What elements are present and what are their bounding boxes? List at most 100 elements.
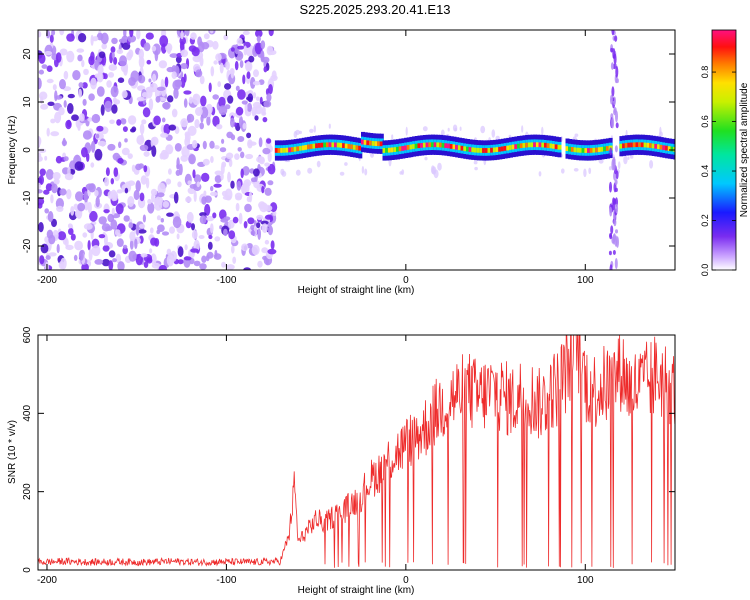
noise-blob (262, 147, 271, 155)
band-core (371, 141, 376, 146)
noise-blob (192, 140, 198, 149)
noise-blob (38, 197, 45, 206)
noise-blob (238, 212, 243, 225)
noise-blob (177, 246, 184, 258)
noise-blob (51, 218, 57, 228)
noise-blob (85, 183, 95, 191)
snr-panel: -200 -100 0 100 0 200 400 600 Height of straig… (7, 326, 676, 596)
colorbar-tick-label: 0.8 (700, 66, 710, 79)
noise-blob (162, 201, 170, 208)
streak-blob (613, 107, 617, 114)
noise-blob (491, 129, 496, 138)
band-core (344, 143, 349, 149)
noise-blob (133, 189, 140, 201)
band-core (377, 141, 382, 147)
noise-blob (56, 243, 60, 254)
noise-blob (200, 95, 207, 107)
band-core (552, 143, 557, 149)
noise-blob (50, 131, 60, 137)
band-core (482, 148, 487, 153)
noise-blob (213, 60, 218, 65)
noise-blob (84, 199, 89, 211)
streak-blob (614, 35, 618, 42)
noise-blob (187, 180, 192, 185)
streak-blob (615, 122, 619, 129)
streak-blob (612, 250, 616, 255)
noise-blob (227, 171, 231, 183)
band-core (404, 145, 409, 151)
noise-blob (102, 245, 110, 252)
band-core (557, 144, 562, 150)
noise-blob (101, 43, 107, 50)
streak-blob (609, 147, 613, 156)
band-core (605, 146, 610, 151)
band-core (498, 146, 503, 152)
noise-blob (474, 166, 478, 171)
noise-blob (239, 60, 244, 69)
band-core (535, 142, 540, 148)
snr-frame (37, 334, 676, 571)
noise-blob (202, 158, 210, 166)
noise-blob (186, 211, 194, 223)
band-core (544, 142, 548, 148)
noise-blob (192, 169, 196, 179)
noise-blob (129, 30, 134, 38)
noise-blob (316, 160, 321, 168)
y-tick-label: -10 (22, 190, 33, 205)
streak-blob (615, 78, 619, 84)
noise-blob (195, 107, 203, 116)
noise-blob (243, 221, 248, 229)
noise-blob (40, 243, 49, 254)
band-core (420, 143, 425, 148)
noise-blob (183, 256, 192, 261)
band-core (460, 145, 465, 151)
colorbar: 0.0 0.2 0.4 0.6 0.8 Normalized spectral ampl… (700, 29, 750, 276)
band-core (417, 143, 422, 149)
noise-blob (59, 30, 65, 36)
noise-blob (154, 199, 163, 211)
noise-blob (151, 145, 157, 157)
noise-blob (176, 79, 182, 88)
noise-blob (212, 115, 220, 127)
noise-blob (129, 231, 136, 242)
noise-blob (94, 148, 103, 161)
noise-blob (177, 181, 182, 188)
noise-blob (206, 251, 214, 259)
noise-blob (135, 163, 142, 171)
band-core (334, 142, 339, 148)
band-core (412, 144, 417, 149)
noise-blob (173, 87, 179, 99)
noise-blob (127, 35, 137, 43)
band-core (565, 146, 570, 151)
noise-blob (152, 73, 157, 83)
noise-blob (51, 30, 56, 36)
noise-blob (44, 208, 49, 214)
noise-blob (246, 102, 253, 112)
snr-plot-area (38, 335, 675, 568)
noise-blob (232, 256, 237, 264)
noise-blob (77, 54, 83, 62)
noise-blob (242, 30, 250, 36)
noise-blob (141, 119, 147, 125)
noise-blob (210, 156, 214, 163)
noise-blob (241, 243, 249, 252)
band-core (568, 146, 573, 152)
noise-blob (401, 169, 405, 176)
noise-blob (147, 198, 152, 205)
noise-blob (139, 123, 145, 135)
noise-blob (82, 98, 87, 106)
noise-blob (143, 42, 151, 52)
noise-blob (203, 190, 207, 196)
noise-blob (76, 48, 85, 53)
noise-blob (521, 125, 524, 133)
band-core (398, 146, 403, 152)
noise-blob (339, 171, 345, 176)
noise-blob (122, 246, 128, 255)
noise-blob (198, 235, 205, 239)
band-core (640, 142, 645, 148)
noise-blob (50, 194, 54, 204)
noise-blob (135, 224, 140, 236)
noise-blob (62, 137, 66, 147)
noise-blob (199, 75, 205, 85)
noise-blob (105, 167, 110, 177)
